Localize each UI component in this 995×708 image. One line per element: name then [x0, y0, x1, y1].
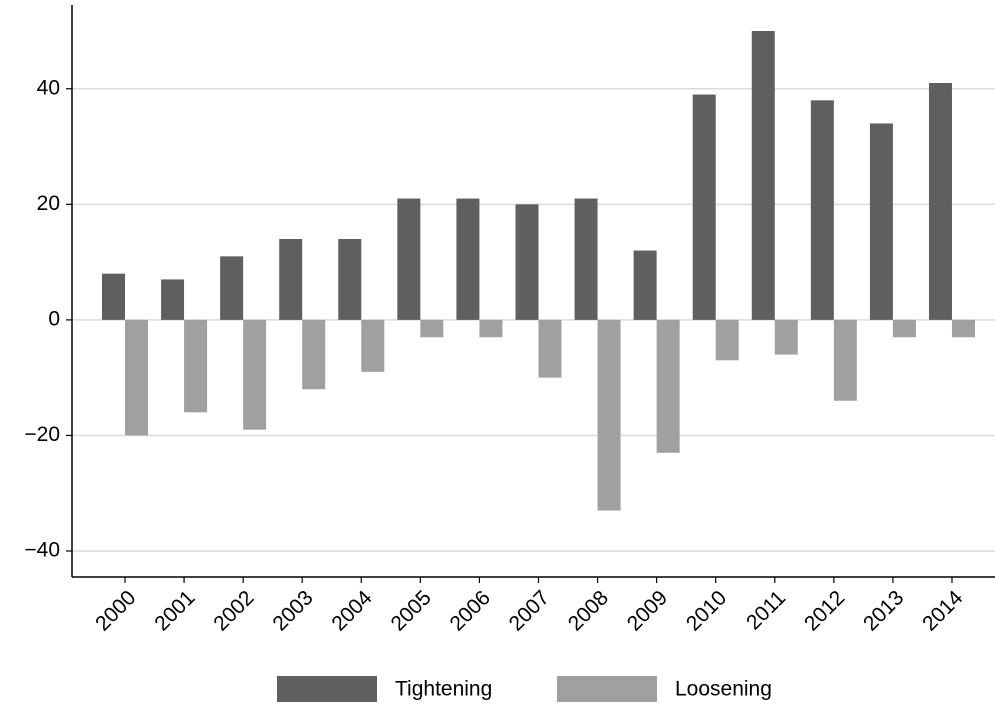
y-tick-label: 40 [37, 76, 60, 99]
y-tick-label: −40 [24, 539, 60, 562]
x-tick-label: 2012 [800, 586, 849, 635]
y-tick-label: 20 [37, 192, 60, 215]
x-tick-label: 2013 [859, 586, 908, 635]
bar [243, 319, 267, 430]
bar [715, 319, 739, 361]
bar [833, 319, 857, 401]
bar [302, 319, 326, 390]
legend-swatch [277, 676, 377, 702]
x-tick-label: 2000 [91, 586, 140, 635]
bar [597, 319, 621, 511]
bar [456, 198, 480, 320]
bar [810, 100, 834, 320]
x-tick-label: 2014 [918, 586, 968, 636]
x-tick-label: 2010 [682, 586, 731, 635]
bar [751, 31, 775, 320]
bar [774, 319, 798, 355]
x-tick-label: 2002 [209, 586, 258, 635]
x-tick-label: 2008 [564, 586, 613, 635]
bar [161, 279, 185, 320]
bar [184, 319, 208, 413]
legend-label: Tightening [395, 678, 492, 701]
bar [479, 319, 503, 338]
x-tick-label: 2004 [327, 586, 377, 636]
y-tick-label: −20 [24, 423, 60, 446]
bar [125, 319, 148, 436]
bar [361, 319, 385, 372]
x-tick-label: 2007 [505, 586, 554, 635]
bar [338, 239, 362, 320]
bar [892, 319, 916, 338]
bar [928, 83, 952, 320]
bar [279, 239, 303, 320]
bar [951, 319, 975, 338]
bar [633, 250, 657, 320]
bar [515, 204, 539, 320]
bar [538, 319, 562, 378]
bar [220, 256, 244, 320]
bar [420, 319, 444, 338]
x-tick-label: 2006 [446, 586, 495, 635]
x-tick-label: 2001 [150, 586, 199, 635]
legend-label: Loosening [675, 678, 772, 701]
x-tick-label: 2011 [742, 586, 790, 634]
legend-swatch [557, 676, 657, 702]
x-tick-label: 2009 [623, 586, 672, 635]
x-tick-label: 2005 [387, 586, 436, 635]
bar [692, 94, 716, 320]
bar [397, 198, 421, 320]
bar [869, 123, 893, 320]
bar [656, 319, 680, 453]
x-tick-label: 2003 [268, 586, 317, 635]
y-tick-label: 0 [48, 307, 60, 330]
bar [102, 273, 125, 320]
bar [574, 198, 598, 320]
